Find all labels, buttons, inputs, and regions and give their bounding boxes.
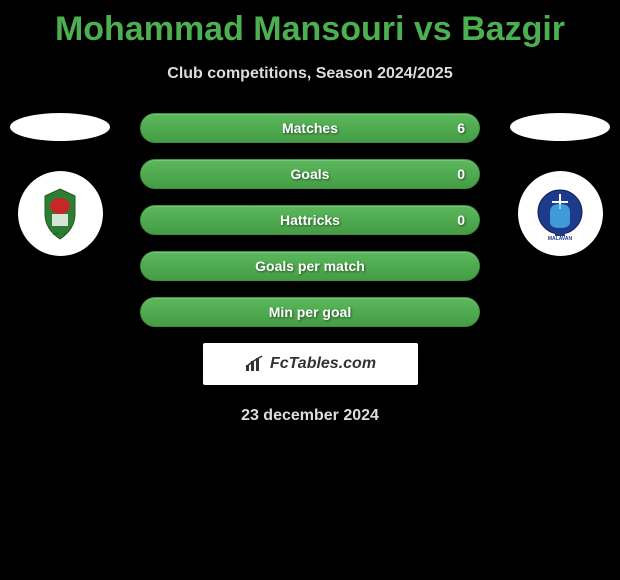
stat-value-right: 0	[457, 166, 465, 182]
stat-value-right: 6	[457, 120, 465, 136]
chart-icon	[244, 355, 266, 373]
club-crest-left-icon: ذوب آهن	[30, 184, 90, 244]
stat-label: Goals per match	[255, 258, 365, 274]
club-crest-right-icon: MALAVAN	[530, 184, 590, 244]
svg-text:ذوب آهن: ذوب آهن	[53, 230, 68, 235]
club-logo-left: ذوب آهن	[18, 171, 103, 256]
stat-row-hattricks: Hattricks 0	[140, 205, 480, 235]
brand-box[interactable]: FcTables.com	[203, 343, 418, 385]
date-label: 23 december 2024	[140, 407, 480, 425]
stat-row-matches: Matches 6	[140, 113, 480, 143]
stat-row-min-per-goal: Min per goal	[140, 297, 480, 327]
player-left-name-oval	[10, 113, 110, 141]
stat-label: Min per goal	[269, 304, 351, 320]
stat-row-goals: Goals 0	[140, 159, 480, 189]
stat-label: Matches	[282, 120, 338, 136]
svg-text:MALAVAN: MALAVAN	[548, 236, 573, 242]
club-logo-right: MALAVAN	[518, 171, 603, 256]
stats-container: Matches 6 Goals 0 Hattricks 0 Goals per …	[140, 113, 480, 425]
subtitle: Club competitions, Season 2024/2025	[0, 65, 620, 83]
player-right: MALAVAN	[510, 113, 610, 256]
stat-value-right: 0	[457, 212, 465, 228]
stat-label: Goals	[291, 166, 330, 182]
player-left: ذوب آهن	[10, 113, 110, 256]
brand-label: FcTables.com	[270, 355, 376, 373]
stat-label: Hattricks	[280, 212, 340, 228]
player-right-name-oval	[510, 113, 610, 141]
comparison-title: Mohammad Mansouri vs Bazgir	[0, 0, 620, 49]
stat-row-goals-per-match: Goals per match	[140, 251, 480, 281]
